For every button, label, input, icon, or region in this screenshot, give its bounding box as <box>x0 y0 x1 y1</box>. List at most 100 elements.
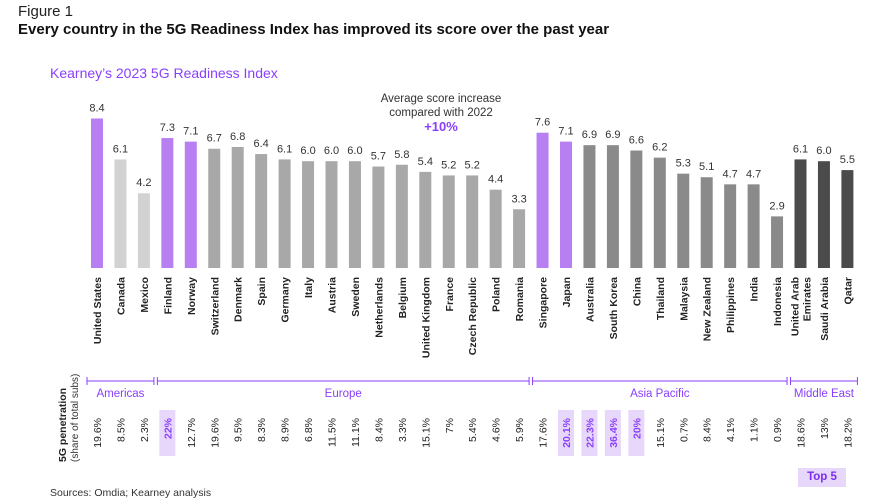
bar-value-label-26: 5.1 <box>699 161 714 173</box>
penetration-value-15: 7% <box>444 418 456 433</box>
category-label-7: Spain <box>256 277 268 306</box>
figure-label: Figure 1 <box>18 3 74 20</box>
penetration-highlight-21 <box>581 410 598 456</box>
penetration-value-28: 1.1% <box>749 418 761 442</box>
category-label-18: Romania <box>514 277 526 322</box>
category-label-2: Mexico <box>139 277 151 313</box>
bar-value-label-9: 6.0 <box>300 145 315 157</box>
bar-value-label-2: 4.2 <box>136 177 151 189</box>
bar-7 <box>255 154 268 268</box>
bar-9 <box>302 161 315 268</box>
category-label-12: Netherlands <box>373 277 385 338</box>
penetration-highlight-3 <box>159 410 176 456</box>
bar-value-label-28: 4.7 <box>746 168 761 180</box>
penetration-value-29: 0.9% <box>772 418 784 442</box>
bar-4 <box>184 141 197 268</box>
bar-value-label-6: 6.8 <box>230 131 245 143</box>
bar-value-label-32: 5.5 <box>840 154 855 166</box>
category-label-29: Indonesia <box>772 277 784 326</box>
category-label-13: Belgium <box>397 277 409 318</box>
penetration-value-5: 19.6% <box>209 418 221 448</box>
bar-29 <box>771 216 784 268</box>
bar-26 <box>700 177 713 268</box>
penetration-value-12: 8.4% <box>373 418 385 442</box>
bar-value-label-0: 8.4 <box>89 102 104 114</box>
bar-value-label-21: 6.9 <box>582 129 597 141</box>
category-label-3: Finland <box>162 277 174 314</box>
region-label-0: Americas <box>96 388 144 400</box>
penetration-value-8: 8.9% <box>280 418 292 442</box>
bar-0 <box>91 118 103 268</box>
bar-18 <box>513 209 526 268</box>
bar-2 <box>137 193 150 268</box>
category-label-9: Italy <box>303 277 315 298</box>
callout-line-2: compared with 2022 <box>389 107 493 119</box>
bar-25 <box>677 173 690 268</box>
category-label-19: Singapore <box>538 277 550 329</box>
region-label-2: Asia Pacific <box>630 388 690 400</box>
bar-32 <box>841 170 854 268</box>
bar-23 <box>630 150 643 268</box>
category-label-27: Philippines <box>725 277 737 333</box>
category-label-5: Switzerland <box>209 277 221 335</box>
category-label-21: Australia <box>584 277 596 322</box>
penetration-value-1: 8.5% <box>115 418 127 442</box>
penetration-axis-title: 5G penetration <box>57 388 69 462</box>
bar-21 <box>583 145 596 268</box>
penetration-value-17: 4.6% <box>491 418 503 442</box>
penetration-value-9: 6.8% <box>303 418 315 442</box>
top5-legend-badge: Top 5 <box>798 468 846 487</box>
category-label-24: Thailand <box>655 277 667 320</box>
category-label-30: United ArabEmirates <box>790 277 814 336</box>
bar-19 <box>536 132 549 268</box>
penetration-value-16: 5.4% <box>467 418 479 442</box>
bar-13 <box>395 164 408 268</box>
bar-value-label-11: 6.0 <box>347 145 362 157</box>
bar-value-label-7: 6.4 <box>254 138 269 150</box>
penetration-value-11: 11.1% <box>350 418 362 447</box>
bar-8 <box>278 159 291 268</box>
penetration-value-0: 19.6% <box>92 418 104 448</box>
bar-value-label-12: 5.7 <box>371 151 386 163</box>
penetration-value-3: 22% <box>162 417 174 439</box>
bar-20 <box>560 141 572 268</box>
penetration-value-26: 8.4% <box>702 418 714 442</box>
bar-6 <box>231 146 244 268</box>
category-label-32: Qatar <box>842 277 854 304</box>
category-label-23: China <box>631 277 643 306</box>
bar-11 <box>348 161 361 268</box>
bar-14 <box>419 171 432 268</box>
penetration-value-25: 0.7% <box>678 418 690 442</box>
bar-value-label-24: 6.2 <box>652 142 667 154</box>
bar-3 <box>161 138 174 268</box>
bar-value-label-25: 5.3 <box>676 158 691 170</box>
region-label-3: Middle East <box>794 388 855 400</box>
bar-value-label-27: 4.7 <box>723 168 738 180</box>
bar-value-label-15: 5.2 <box>441 159 456 171</box>
bar-27 <box>724 184 737 268</box>
bar-16 <box>466 175 479 268</box>
penetration-value-30: 18.6% <box>796 418 808 448</box>
bar-value-label-19: 7.6 <box>535 117 550 129</box>
penetration-value-19: 17.6% <box>538 418 550 448</box>
penetration-highlight-23 <box>628 410 645 456</box>
bar-value-label-10: 6.0 <box>324 145 339 157</box>
bar-22 <box>606 145 619 268</box>
category-label-31: Saudi Arabia <box>819 277 831 341</box>
category-label-10: Austria <box>327 277 339 313</box>
penetration-value-6: 9.5% <box>233 418 245 442</box>
bar-28 <box>747 184 760 268</box>
bar-value-label-13: 5.8 <box>394 149 409 161</box>
category-label-25: Malaysia <box>678 277 690 321</box>
bar-value-label-16: 5.2 <box>465 159 480 171</box>
bar-24 <box>653 157 666 268</box>
penetration-value-21: 22.3% <box>584 417 596 447</box>
chart-subtitle: Kearney’s 2023 5G Readiness Index <box>50 65 278 81</box>
bar-30 <box>794 159 807 268</box>
category-label-6: Denmark <box>233 277 245 322</box>
penetration-value-18: 5.9% <box>514 418 526 442</box>
category-label-1: Canada <box>115 277 127 315</box>
bar-value-label-29: 2.9 <box>769 200 784 212</box>
bar-17 <box>489 189 502 268</box>
bar-value-label-20: 7.1 <box>558 126 573 138</box>
